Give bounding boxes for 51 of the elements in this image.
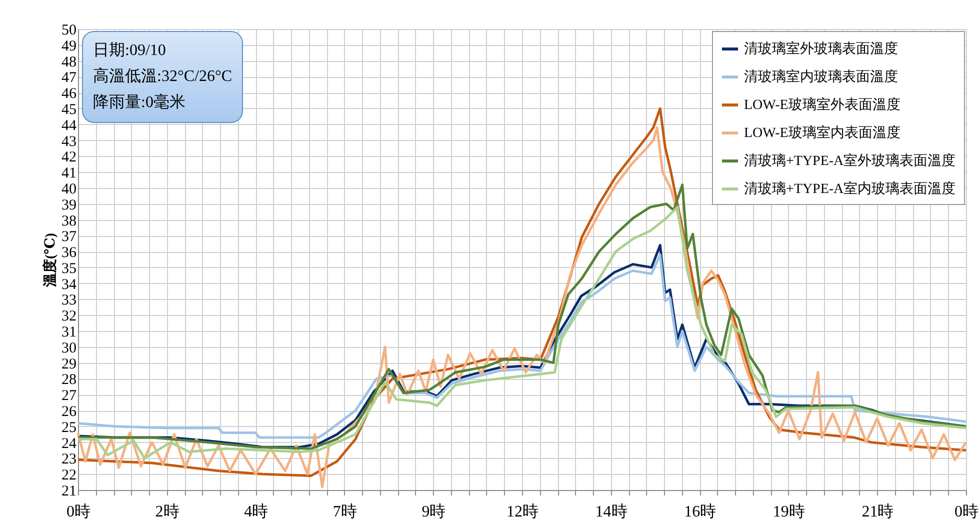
legend-label: 清玻璃室内玻璃表面溫度 (744, 69, 898, 85)
x-tick-label: 7時 (332, 502, 357, 520)
y-tick-label: 41 (62, 166, 76, 182)
y-tick-label: 29 (62, 356, 76, 372)
y-tick-label: 35 (62, 260, 76, 277)
x-tick-label: 2時 (155, 502, 180, 520)
x-tick-label: 0時 (66, 502, 90, 520)
y-tick-label: 31 (62, 324, 76, 341)
y-tick-label: 21 (62, 484, 76, 500)
x-tick-label: 16時 (684, 502, 716, 520)
y-tick-label: 37 (62, 229, 77, 246)
y-tick-label: 44 (62, 118, 77, 134)
y-tick-label: 46 (62, 86, 77, 102)
x-tick-label: 19時 (772, 502, 805, 520)
y-tick-label: 28 (62, 372, 76, 388)
legend-label: 清玻璃室外玻璃表面溫度 (744, 41, 898, 57)
y-tick-label: 45 (62, 102, 76, 118)
x-tick-label: 14時 (595, 502, 628, 520)
y-tick-label: 39 (62, 197, 76, 214)
x-tick-label: 0時 (954, 502, 978, 520)
legend-label: 清玻璃+TYPE-A室外玻璃表面溫度 (744, 153, 956, 169)
y-tick-label: 26 (62, 404, 77, 420)
y-tick-label: 50 (62, 22, 76, 38)
y-tick-label: 36 (62, 245, 77, 262)
y-tick-label: 40 (62, 181, 76, 198)
annotation: 日期:09/10 (93, 41, 167, 61)
y-tick-label: 34 (62, 276, 77, 293)
y-tick-label: 47 (62, 70, 77, 86)
annotation: 降雨量:0毫米 (93, 92, 186, 113)
legend-label: LOW-E玻璃室内表面溫度 (744, 125, 900, 141)
y-tick-label: 38 (62, 213, 76, 230)
y-tick-label: 43 (62, 134, 76, 150)
y-tick-label: 32 (62, 308, 76, 325)
x-tick-label: 4時 (244, 502, 268, 520)
y-tick-label: 22 (62, 468, 76, 484)
y-tick-label: 48 (62, 54, 76, 70)
y-tick-label: 27 (62, 388, 77, 404)
y-tick-label: 33 (62, 292, 76, 309)
legend-label: 清玻璃+TYPE-A室内玻璃表面溫度 (744, 181, 956, 197)
x-tick-label: 12時 (506, 502, 538, 520)
y-tick-label: 23 (62, 452, 76, 468)
x-tick-label: 21時 (862, 502, 894, 520)
x-tick-label: 9時 (422, 502, 446, 520)
annotation: 高溫低溫:32°C/26°C (93, 66, 232, 87)
y-tick-label: 24 (62, 436, 77, 452)
y-tick-label: 42 (62, 150, 76, 166)
y-axis-title: 溫度(℃) (42, 232, 58, 288)
y-tick-label: 25 (62, 420, 76, 436)
legend-label: LOW-E玻璃室外表面溫度 (744, 97, 900, 113)
y-tick-label: 30 (62, 340, 76, 356)
y-tick-label: 49 (62, 38, 76, 54)
